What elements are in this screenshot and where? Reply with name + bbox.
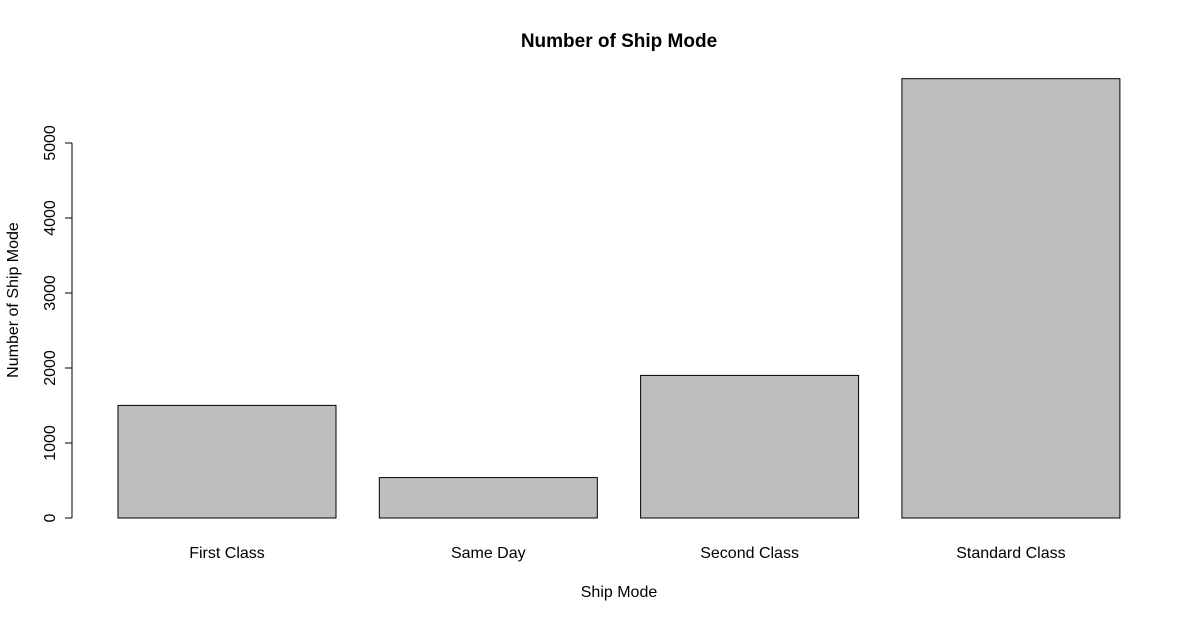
bar-first-class xyxy=(117,404,337,519)
y-tick-label: 2000 xyxy=(42,350,59,386)
x-tick-label: Same Day xyxy=(451,545,526,562)
x-tick-label: Standard Class xyxy=(956,545,1065,562)
y-tick-label: 1000 xyxy=(42,425,59,461)
x-tick-label: Second Class xyxy=(700,545,799,562)
x-axis-label: Ship Mode xyxy=(581,584,658,601)
y-tick-label: 0 xyxy=(42,513,59,522)
bar-same-day xyxy=(378,477,598,519)
bar-second-class xyxy=(640,374,860,519)
chart-title: Number of Ship Mode xyxy=(521,31,717,52)
bars-group xyxy=(117,78,1121,519)
x-axis-category-labels: First Class Same Day Second Class Standard … xyxy=(189,545,1065,562)
y-tick-label: 3000 xyxy=(42,275,59,311)
y-axis-label: Number of Ship Mode xyxy=(5,222,22,378)
y-axis: 0 1000 2000 3000 4000 5000 xyxy=(42,125,73,522)
y-tick-label: 4000 xyxy=(42,200,59,236)
y-tick-label: 5000 xyxy=(42,125,59,161)
x-tick-label: First Class xyxy=(189,545,265,562)
bar-standard-class xyxy=(901,78,1121,519)
